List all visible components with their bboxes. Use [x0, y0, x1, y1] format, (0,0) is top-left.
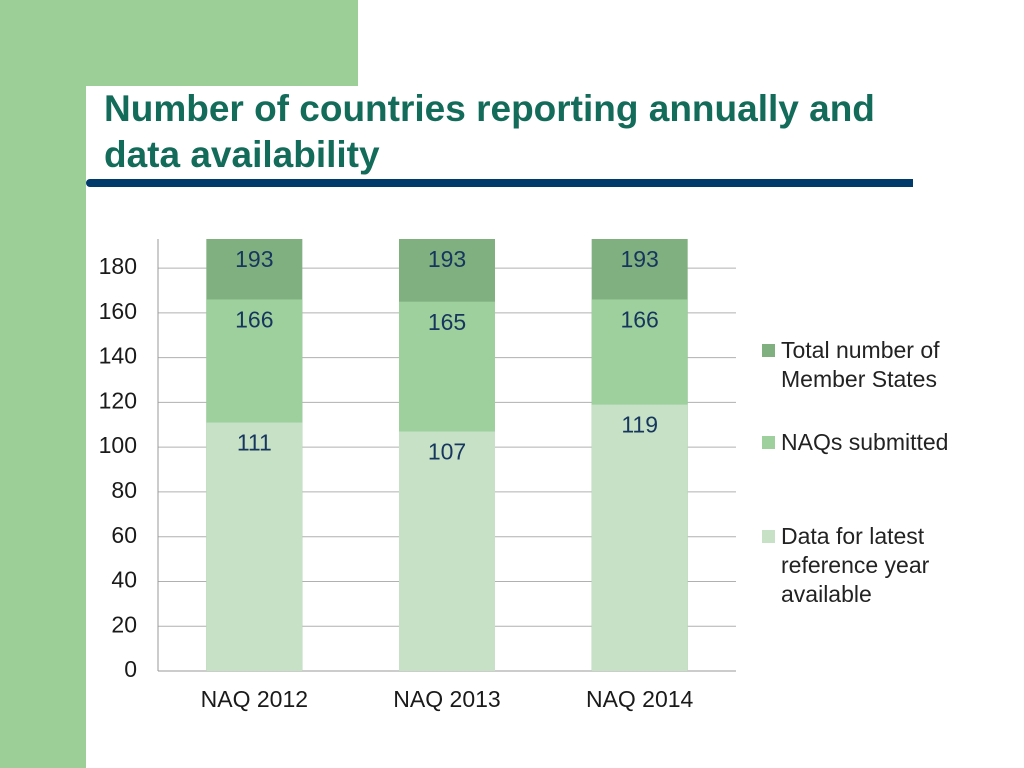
bar: [206, 422, 303, 671]
y-tick-label: 180: [99, 253, 137, 279]
top-block: [86, 0, 358, 86]
x-tick-label: NAQ 2012: [201, 686, 308, 712]
y-tick-label: 140: [99, 343, 137, 369]
legend-entry: NAQs submitted: [762, 428, 962, 457]
bar: [591, 404, 688, 671]
value-label: 107: [428, 439, 466, 465]
y-tick-label: 120: [99, 387, 137, 413]
value-label: 166: [235, 307, 273, 333]
value-label: 119: [621, 412, 658, 438]
value-label: 193: [235, 246, 273, 272]
left-strip: [0, 0, 86, 768]
legend-entry: Total number of Member States: [762, 336, 962, 394]
y-tick-label: 160: [99, 298, 137, 324]
x-tick-label: NAQ 2014: [586, 686, 694, 712]
legend-swatch: [762, 344, 775, 357]
value-label: 193: [428, 246, 466, 272]
bar: [399, 431, 495, 671]
legend-label: Data for latest reference year available: [781, 523, 930, 607]
legend-entry: Data for latest reference year available: [762, 522, 962, 609]
chart-title: Number of countries reporting annually a…: [104, 88, 875, 175]
legend-label: Total number of Member States: [781, 337, 940, 392]
y-tick-label: 0: [124, 656, 137, 682]
value-label: 111: [237, 430, 272, 456]
y-tick-label: 20: [111, 611, 137, 637]
legend-label: NAQs submitted: [781, 429, 949, 455]
value-label: 193: [620, 246, 658, 272]
y-tick-label: 40: [111, 567, 137, 593]
y-tick-label: 100: [99, 432, 137, 458]
legend-swatch: [762, 530, 775, 543]
title-underline: [86, 179, 913, 187]
value-label: 165: [428, 309, 466, 335]
y-tick-label: 80: [111, 477, 137, 503]
value-label: 166: [620, 307, 658, 333]
legend-swatch: [762, 436, 775, 449]
x-tick-label: NAQ 2013: [393, 686, 500, 712]
y-tick-label: 60: [111, 522, 137, 548]
